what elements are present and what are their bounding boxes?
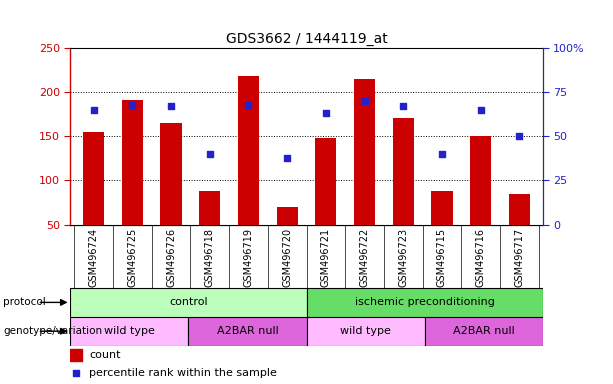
- Text: control: control: [169, 297, 208, 308]
- Text: GSM496725: GSM496725: [128, 228, 137, 287]
- Bar: [392, 118, 414, 225]
- Text: GSM496721: GSM496721: [321, 228, 331, 287]
- Bar: [199, 191, 221, 225]
- Point: [514, 133, 524, 139]
- Bar: [122, 100, 143, 225]
- Title: GDS3662 / 1444119_at: GDS3662 / 1444119_at: [226, 31, 387, 46]
- Bar: [470, 136, 491, 225]
- Bar: [424, 317, 543, 346]
- Point: [476, 107, 485, 113]
- Point: [128, 101, 137, 108]
- Bar: [161, 123, 181, 225]
- Text: GSM496718: GSM496718: [205, 228, 215, 287]
- Text: GSM496719: GSM496719: [243, 228, 253, 287]
- Point: [398, 103, 408, 109]
- Bar: [509, 194, 530, 225]
- Text: GSM496720: GSM496720: [282, 228, 292, 287]
- Text: genotype/variation: genotype/variation: [3, 326, 102, 336]
- Point: [72, 370, 82, 376]
- Bar: [189, 317, 306, 346]
- Bar: [83, 132, 104, 225]
- Text: count: count: [89, 350, 121, 360]
- Point: [360, 98, 370, 104]
- Point: [321, 110, 331, 116]
- Bar: [70, 288, 306, 317]
- Point: [437, 151, 447, 157]
- Text: ischemic preconditioning: ischemic preconditioning: [354, 297, 495, 308]
- Text: A2BAR null: A2BAR null: [452, 326, 514, 336]
- Text: GSM496715: GSM496715: [437, 228, 447, 287]
- Bar: [315, 138, 337, 225]
- Bar: [306, 288, 543, 317]
- Text: GSM496717: GSM496717: [514, 228, 524, 287]
- Point: [282, 154, 292, 161]
- Bar: [70, 349, 82, 361]
- Bar: [306, 317, 424, 346]
- Text: A2BAR null: A2BAR null: [216, 326, 278, 336]
- Text: protocol: protocol: [3, 297, 46, 308]
- Point: [166, 103, 176, 109]
- Point: [243, 101, 253, 108]
- Text: GSM496726: GSM496726: [166, 228, 176, 287]
- Text: percentile rank within the sample: percentile rank within the sample: [89, 368, 277, 378]
- Bar: [276, 207, 298, 225]
- Bar: [70, 317, 189, 346]
- Text: wild type: wild type: [340, 326, 391, 336]
- Text: GSM496722: GSM496722: [360, 228, 370, 287]
- Bar: [432, 191, 452, 225]
- Text: GSM496716: GSM496716: [476, 228, 485, 287]
- Point: [89, 107, 99, 113]
- Point: [205, 151, 215, 157]
- Text: GSM496723: GSM496723: [398, 228, 408, 287]
- Bar: [238, 76, 259, 225]
- Text: wild type: wild type: [104, 326, 155, 336]
- Text: GSM496724: GSM496724: [89, 228, 99, 287]
- Bar: [354, 79, 375, 225]
